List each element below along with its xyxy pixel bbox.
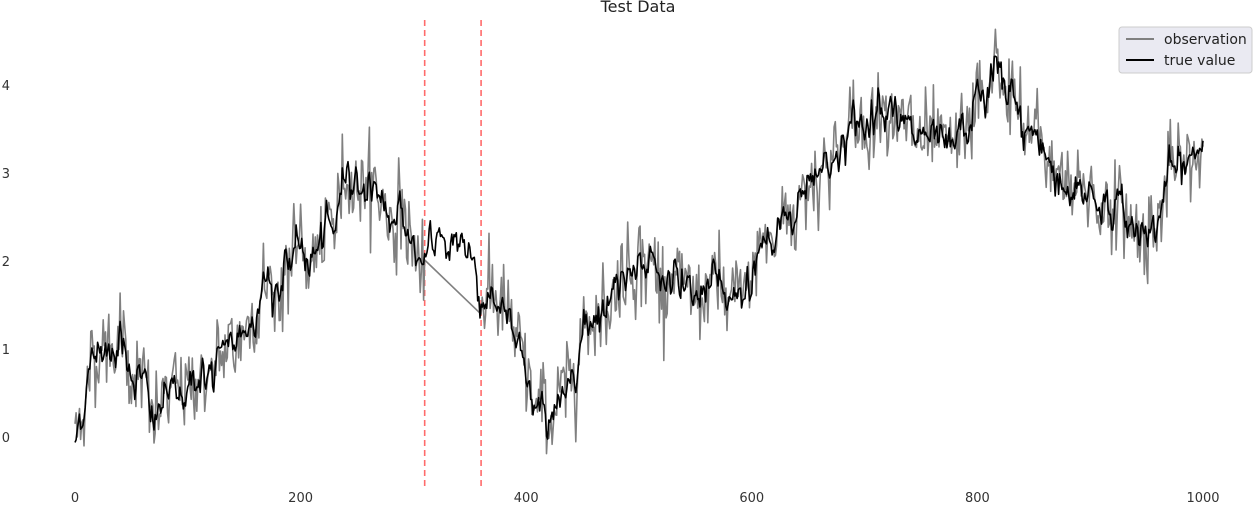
legend-observation-label: observation (1164, 32, 1247, 48)
y-tick-label: 2 (2, 255, 10, 270)
y-tick-label: 4 (2, 79, 10, 94)
x-tick-label: 400 (514, 491, 539, 506)
x-tick-label: 1000 (1186, 491, 1219, 506)
vertical-marker-lines (423, 20, 482, 486)
series-observation (74, 28, 1204, 455)
y-tick-label: 1 (2, 343, 10, 358)
x-axis-ticks: 0 200 400 600 800 1000 (71, 491, 1220, 506)
y-axis-ticks: 0 1 2 3 4 (2, 79, 10, 446)
legend-true-value-label: true value (1164, 53, 1235, 69)
x-tick-label: 800 (965, 491, 990, 506)
chart-title: Test Data (600, 0, 676, 16)
x-tick-label: 600 (739, 491, 764, 506)
legend: observation true value (1118, 26, 1253, 74)
x-tick-label: 0 (71, 491, 79, 506)
y-tick-label: 0 (2, 431, 10, 446)
x-tick-label: 200 (288, 491, 313, 506)
y-tick-label: 3 (2, 167, 10, 182)
series-layer (74, 28, 1204, 455)
series-true-value (74, 55, 1204, 443)
